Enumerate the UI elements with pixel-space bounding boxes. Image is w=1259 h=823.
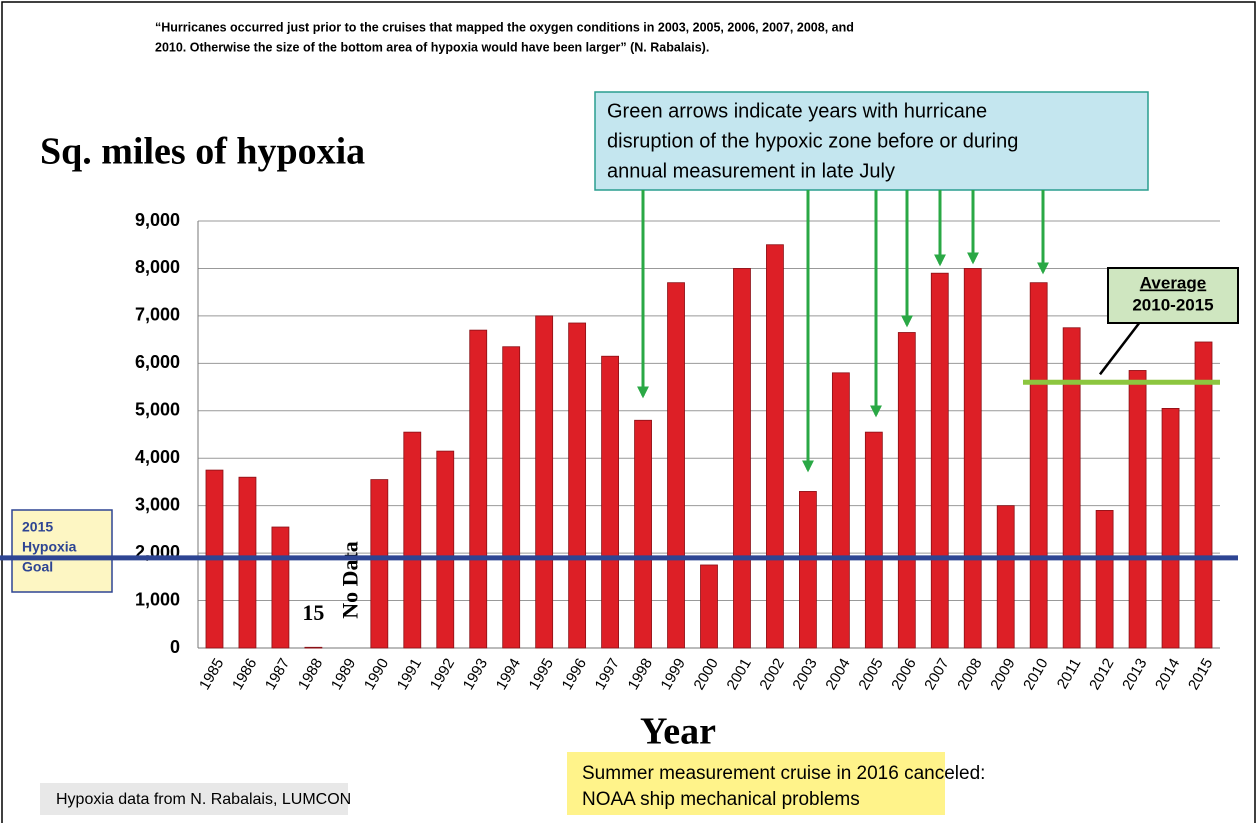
no-data-label: No Data xyxy=(337,541,362,619)
x-tick-label: 2005 xyxy=(855,655,886,692)
x-tick-label: 2009 xyxy=(987,655,1018,692)
average-pointer xyxy=(1099,321,1141,376)
y-tick-label: 9,000 xyxy=(135,210,180,230)
x-tick-label: 2015 xyxy=(1185,655,1216,692)
x-axis-title: Year xyxy=(640,711,716,753)
x-tick-label: 1997 xyxy=(592,655,623,692)
x-tick-label: 2014 xyxy=(1152,655,1183,692)
note: NOAA ship mechanical problems xyxy=(582,789,860,810)
bar xyxy=(370,479,389,649)
x-tick-label: 1993 xyxy=(460,655,491,692)
bar xyxy=(1194,341,1213,649)
x-tick-label: 1985 xyxy=(196,655,227,692)
bar xyxy=(996,505,1015,649)
bar xyxy=(238,476,257,649)
goal-box xyxy=(11,509,113,593)
source-box xyxy=(40,783,348,815)
x-tick-label: 1988 xyxy=(295,655,326,692)
callout-box xyxy=(594,91,1149,191)
goal-label: Goal xyxy=(22,559,53,575)
bar xyxy=(700,564,718,649)
x-tick-label: 2013 xyxy=(1119,655,1150,692)
callout-text: disruption of the hypoxic zone before or… xyxy=(607,130,1018,152)
bar xyxy=(1095,510,1114,649)
y-tick-label: 3,000 xyxy=(135,494,180,514)
x-tick-label: 2010 xyxy=(1020,655,1051,692)
x-tick-label: 2008 xyxy=(954,655,985,692)
bar xyxy=(766,244,784,649)
bar xyxy=(601,355,619,649)
x-tick-label: 2004 xyxy=(822,655,853,692)
goal-label: Hypoxia xyxy=(22,539,77,555)
subtitle: 2010. Otherwise the size of the bottom a… xyxy=(155,40,709,54)
goal-label: 2015 xyxy=(22,519,53,535)
bar xyxy=(304,646,323,649)
y-tick-label: 7,000 xyxy=(135,305,180,325)
subtitle: “Hurricanes occurred just prior to the c… xyxy=(155,20,854,34)
bar xyxy=(1029,282,1048,649)
bar xyxy=(930,272,949,649)
y-tick-label: 6,000 xyxy=(135,352,180,372)
x-tick-label: 1990 xyxy=(361,655,392,692)
x-tick-label: 2000 xyxy=(690,655,721,692)
bar xyxy=(667,282,685,649)
x-tick-label: 2012 xyxy=(1086,655,1117,692)
x-tick-label: 1999 xyxy=(658,655,689,692)
x-tick-label: 1998 xyxy=(625,655,656,692)
x-tick-label: 1987 xyxy=(262,655,293,692)
bar xyxy=(271,526,290,649)
bar xyxy=(469,329,488,649)
bar xyxy=(1128,370,1147,649)
x-tick-label: 1994 xyxy=(493,655,524,692)
average-label: 2010-2015 xyxy=(1132,295,1213,314)
x-tick-label: 2007 xyxy=(921,655,952,692)
x-tick-label: 2002 xyxy=(756,655,787,692)
x-tick-label: 1992 xyxy=(427,655,458,692)
bar xyxy=(963,268,982,649)
x-tick-label: 1989 xyxy=(328,655,359,692)
x-tick-label: 2001 xyxy=(723,655,754,692)
chart-title: Sq. miles of hypoxia xyxy=(40,131,365,173)
source: Hypoxia data from N. Rabalais, LUMCON xyxy=(56,791,351,808)
x-tick-label: 2006 xyxy=(888,655,919,692)
x-tick-label: 1995 xyxy=(526,655,557,692)
y-tick-label: 1,000 xyxy=(135,589,180,609)
bar xyxy=(634,419,652,649)
bar xyxy=(733,268,751,649)
bar xyxy=(403,431,422,649)
callout-text: Green arrows indicate years with hurrica… xyxy=(607,100,987,122)
note-box xyxy=(567,752,945,815)
callout-text: annual measurement in late July xyxy=(607,160,895,182)
y-tick-label: 8,000 xyxy=(135,257,180,277)
x-tick-label: 2011 xyxy=(1054,655,1085,691)
bar xyxy=(799,491,817,649)
x-tick-label: 1991 xyxy=(394,655,425,692)
bar xyxy=(864,431,883,649)
bar xyxy=(568,322,587,649)
bar xyxy=(436,450,455,649)
y-tick-label: 4,000 xyxy=(135,447,180,467)
bar xyxy=(502,346,521,649)
bar xyxy=(1161,408,1180,649)
bar xyxy=(1062,327,1081,649)
value-label: 15 xyxy=(302,600,324,625)
plot: 01,0002,0003,0004,0005,0006,0007,0008,00… xyxy=(135,210,1220,693)
bar xyxy=(535,315,554,649)
x-tick-label: 2003 xyxy=(789,655,820,692)
bar xyxy=(897,332,916,649)
x-tick-label: 1986 xyxy=(229,655,260,692)
y-tick-label: 0 xyxy=(170,637,180,657)
y-tick-label: 5,000 xyxy=(135,400,180,420)
arrows xyxy=(637,190,1049,473)
note: Summer measurement cruise in 2016 cancel… xyxy=(582,763,985,784)
bar xyxy=(831,372,850,649)
x-tick-label: 1996 xyxy=(559,655,590,692)
average-label: Average xyxy=(1140,273,1206,292)
average-box xyxy=(1107,267,1239,324)
